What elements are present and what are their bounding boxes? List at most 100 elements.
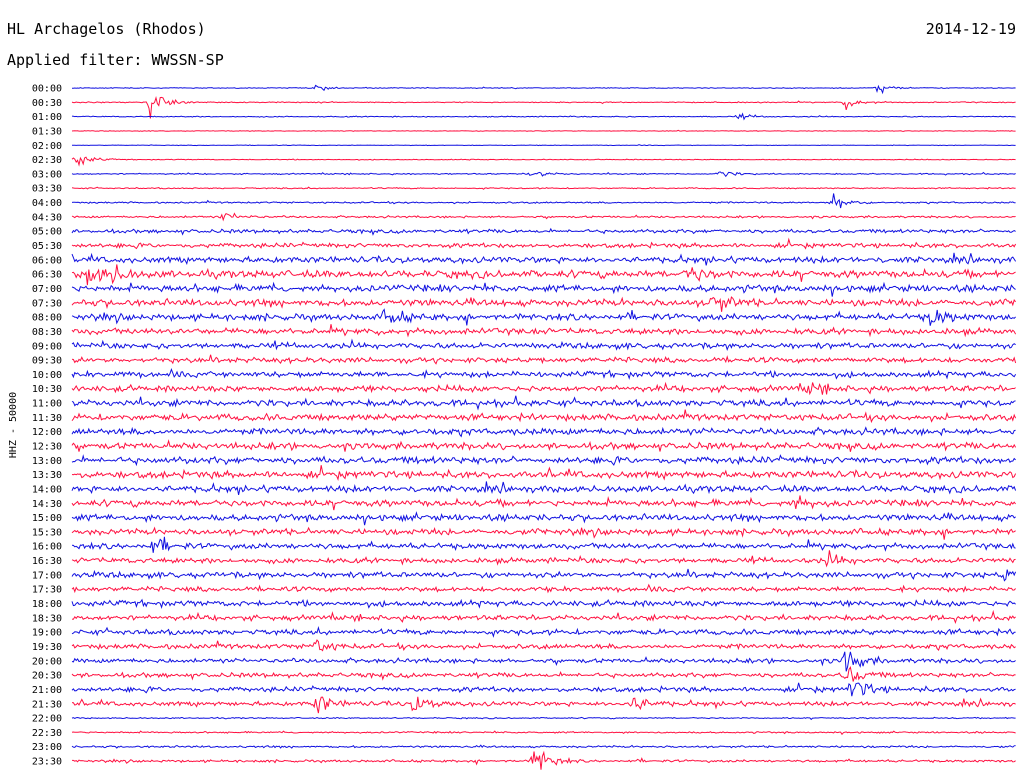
trace-1930 [71, 639, 1016, 652]
tick-label-1130: 11:30 [32, 413, 62, 424]
tick-label-0300: 03:00 [32, 169, 62, 180]
tick-label-0630: 06:30 [32, 270, 62, 281]
tick-label-0430: 04:30 [32, 212, 62, 223]
tick-label-1230: 12:30 [32, 442, 62, 453]
trace-1330 [71, 465, 1017, 481]
trace-1700 [71, 568, 1017, 582]
trace-1030 [71, 381, 1016, 396]
tick-label-0930: 09:30 [32, 356, 62, 367]
tick-label-2230: 22:30 [32, 728, 62, 739]
tick-label-1600: 16:00 [32, 542, 62, 553]
filter-label: Applied filter: WWSSN-SP [7, 51, 224, 69]
tick-label-2200: 22:00 [32, 714, 62, 725]
tick-label-2100: 21:00 [32, 685, 62, 696]
tick-label-2000: 20:00 [32, 656, 62, 667]
tick-label-0400: 04:00 [32, 198, 62, 209]
trace-1530 [71, 526, 1016, 540]
trace-1730 [71, 583, 1016, 594]
trace-2000 [71, 651, 1016, 672]
trace-0800 [71, 308, 1016, 326]
date-label: 2014-12-19 [925, 20, 1016, 38]
tick-label-0600: 06:00 [32, 255, 62, 266]
tick-label-0130: 01:30 [32, 127, 62, 138]
tick-label-1430: 14:30 [32, 499, 62, 510]
tick-label-0530: 05:30 [32, 241, 62, 252]
trace-lines [71, 84, 1017, 770]
trace-0030 [71, 96, 1016, 119]
trace-0900 [71, 338, 1016, 351]
tick-label-1400: 14:00 [32, 485, 62, 496]
tick-label-0830: 08:30 [32, 327, 62, 338]
trace-0130 [71, 129, 1016, 132]
trace-2330 [72, 750, 1016, 770]
tick-label-1330: 13:30 [32, 470, 62, 481]
trace-1200 [71, 426, 1016, 438]
station-title: HL Archagelos (Rhodos) [7, 20, 206, 38]
trace-0100 [71, 112, 1016, 121]
tick-label-2300: 23:00 [32, 742, 62, 753]
trace-1400 [71, 481, 1017, 496]
tick-label-0230: 02:30 [32, 155, 62, 166]
tick-label-1030: 10:30 [32, 384, 62, 395]
trace-1000 [71, 367, 1017, 380]
filter-name: WWSSN-SP [151, 51, 224, 69]
filter-prefix: Applied filter: [7, 51, 143, 69]
tick-label-0700: 07:00 [32, 284, 62, 295]
tick-label-0900: 09:00 [32, 341, 62, 352]
y-axis-label: HHZ - 50000 [8, 392, 19, 458]
trace-2100 [71, 682, 1016, 697]
tick-label-1730: 17:30 [32, 585, 62, 596]
time-tick-labels: 00:00 00:30 01:00 01:30 02:00 02:30 03:00 03:30… [32, 84, 62, 768]
trace-0600 [71, 252, 1017, 266]
tick-label-2030: 20:30 [32, 671, 62, 682]
tick-label-1800: 18:00 [32, 599, 62, 610]
tick-label-0000: 00:00 [32, 84, 62, 95]
tick-label-0730: 07:30 [32, 298, 62, 309]
trace-1230 [71, 439, 1017, 452]
trace-1100 [71, 395, 1016, 411]
trace-0630 [71, 264, 1016, 286]
trace-1900 [71, 625, 1016, 638]
trace-0000 [72, 84, 1016, 95]
tick-label-0330: 03:30 [32, 184, 62, 195]
trace-0400 [71, 193, 1016, 209]
tick-label-1100: 11:00 [32, 399, 62, 410]
trace-2300 [71, 744, 1016, 749]
trace-0330 [71, 186, 1016, 190]
trace-0430 [71, 212, 1016, 222]
trace-0530 [71, 237, 1017, 250]
tick-label-1000: 10:00 [32, 370, 62, 381]
trace-0230 [71, 156, 1016, 167]
tick-label-1700: 17:00 [32, 570, 62, 581]
tick-label-1530: 15:30 [32, 527, 62, 538]
trace-2230 [71, 730, 1016, 736]
trace-0200 [71, 144, 1016, 147]
trace-1430 [71, 495, 1016, 511]
tick-label-1200: 12:00 [32, 427, 62, 438]
tick-label-2130: 21:30 [32, 699, 62, 710]
trace-0830 [71, 324, 1017, 338]
tick-label-0200: 02:00 [32, 141, 62, 152]
tick-label-0500: 05:00 [32, 227, 62, 238]
tick-label-1930: 19:30 [32, 642, 62, 653]
trace-0700 [71, 281, 1016, 297]
trace-1130 [71, 409, 1017, 424]
trace-1830 [71, 609, 1016, 625]
tick-label-1900: 19:00 [32, 628, 62, 639]
trace-0730 [71, 296, 1016, 312]
trace-1300 [71, 454, 1016, 467]
trace-0300 [71, 171, 1016, 178]
tick-label-0800: 08:00 [32, 313, 62, 324]
trace-1600 [71, 536, 1016, 553]
tick-label-1500: 15:00 [32, 513, 62, 524]
tick-label-1300: 13:00 [32, 456, 62, 467]
tick-label-1630: 16:30 [32, 556, 62, 567]
tick-label-0030: 00:30 [32, 98, 62, 109]
trace-2130 [71, 696, 1016, 714]
trace-0500 [71, 227, 1016, 236]
tick-label-0100: 01:00 [32, 112, 62, 123]
tick-label-1830: 18:30 [32, 613, 62, 624]
trace-1630 [71, 550, 1016, 568]
trace-2200 [71, 716, 1016, 721]
